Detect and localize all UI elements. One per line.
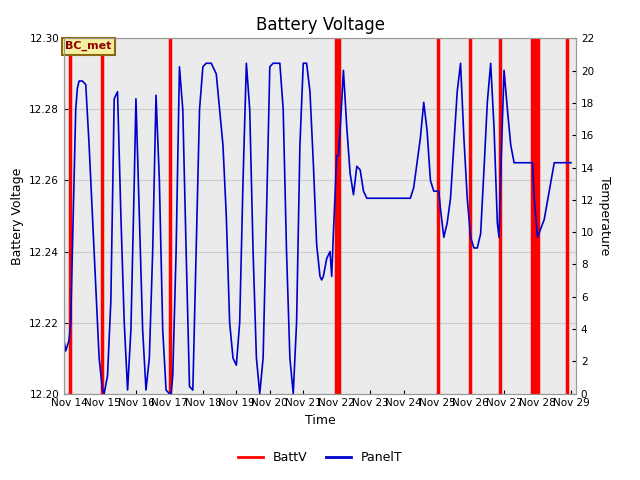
Y-axis label: Temperature: Temperature	[598, 176, 611, 256]
Title: Battery Voltage: Battery Voltage	[255, 16, 385, 34]
Text: BC_met: BC_met	[65, 41, 111, 51]
Y-axis label: Battery Voltage: Battery Voltage	[11, 168, 24, 264]
Legend: BattV, PanelT: BattV, PanelT	[232, 446, 408, 469]
X-axis label: Time: Time	[305, 414, 335, 427]
